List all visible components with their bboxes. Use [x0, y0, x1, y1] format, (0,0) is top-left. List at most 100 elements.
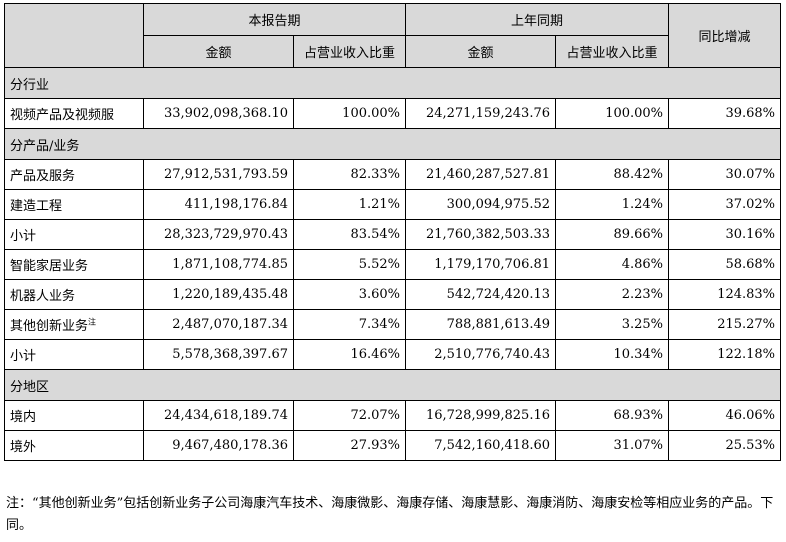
row-label: 境外 [10, 440, 37, 455]
current-amount: 9,467,480,178.36 [143, 430, 294, 461]
current-share: 3.60% [292, 279, 407, 310]
prior-amount: 21,460,287,527.81 [405, 159, 557, 190]
header-current-period: 本报告期 [142, 3, 407, 36]
current-share: 5.52% [292, 249, 407, 280]
section-row: 分地区 [3, 369, 782, 401]
row-label: 智能家居业务 [10, 259, 89, 274]
section-title: 分产品/业务 [3, 128, 782, 160]
row-label: 其他创新业务 [10, 319, 89, 334]
current-share: 82.33% [292, 159, 407, 190]
table-row: 境外 9,467,480,178.36 27.93% 7,542,160,418.60… [4, 430, 782, 461]
prior-amount: 7,542,160,418.60 [405, 430, 557, 461]
table-row: 机器人业务 1,220,189,435.48 3.60% 542,724,420.13… [4, 279, 782, 310]
yoy-change: 37.02% [668, 189, 782, 220]
current-amount: 2,487,070,187.34 [143, 309, 294, 340]
prior-share: 31.07% [555, 430, 670, 461]
yoy-change: 30.07% [668, 159, 782, 190]
table-row: 智能家居业务 1,871,108,774.85 5.52% 1,179,170,706… [4, 249, 782, 280]
prior-amount: 21,760,382,503.33 [405, 219, 557, 250]
row-label-cell: 小计 [4, 219, 144, 250]
row-label-cell: 境内 [4, 400, 144, 431]
row-label: 境内 [10, 410, 37, 425]
prior-amount: 300,094,975.52 [405, 189, 557, 220]
table-row: 小计 5,578,368,397.67 16.46% 2,510,776,740.43… [4, 339, 782, 370]
section-row: 分行业 [3, 67, 782, 99]
current-amount: 1,220,189,435.48 [143, 279, 294, 310]
prior-share: 88.42% [555, 159, 670, 190]
row-label: 建造工程 [10, 199, 63, 214]
footnote-marker: 注 [88, 317, 97, 327]
yoy-change: 30.16% [668, 219, 782, 250]
row-label-cell: 境外 [4, 430, 144, 461]
current-amount: 27,912,531,793.59 [143, 159, 294, 190]
table-row: 建造工程 411,198,176.84 1.21% 300,094,975.52 1.2… [4, 189, 782, 220]
current-amount: 411,198,176.84 [143, 189, 294, 220]
row-label: 小计 [10, 349, 37, 364]
section-title: 分地区 [3, 369, 782, 401]
table-row: 小计 28,323,729,970.43 83.54% 21,760,382,503.… [4, 219, 782, 250]
header-corner-cell [4, 3, 144, 68]
current-amount: 5,578,368,397.67 [143, 339, 294, 370]
prior-share: 3.25% [555, 309, 670, 340]
header-current-share: 占营业收入比重 [292, 35, 407, 68]
current-amount: 1,871,108,774.85 [143, 249, 294, 280]
header-prior-period: 上年同期 [405, 3, 670, 36]
prior-share: 1.24% [555, 189, 670, 220]
table-body: 本报告期 上年同期 同比增减 金额 占营业收入比重 金额 占营业收入比重 分行业… [3, 3, 782, 461]
yoy-change: 46.06% [668, 400, 782, 431]
section-title: 分行业 [3, 67, 782, 99]
yoy-change: 215.27% [668, 309, 782, 340]
row-label: 机器人业务 [10, 289, 76, 304]
current-share: 7.34% [292, 309, 407, 340]
header-current-amount: 金额 [143, 35, 294, 68]
current-share: 1.21% [292, 189, 407, 220]
yoy-change: 39.68% [668, 98, 782, 129]
current-share: 100.00% [292, 98, 407, 129]
prior-share: 89.66% [555, 219, 670, 250]
row-label-cell: 智能家居业务 [4, 249, 144, 280]
revenue-composition-table: 本报告期 上年同期 同比增减 金额 占营业收入比重 金额 占营业收入比重 分行业… [3, 3, 782, 461]
prior-amount: 788,881,613.49 [405, 309, 557, 340]
table-row: 境内 24,434,618,189.74 72.07% 16,728,999,825.… [4, 400, 782, 431]
prior-amount: 1,179,170,706.81 [405, 249, 557, 280]
table-footnote: 注：“其他创新业务”包括创新业务子公司海康汽车技术、海康微影、海康存储、海康慧影… [6, 496, 774, 533]
prior-amount: 16,728,999,825.16 [405, 400, 557, 431]
yoy-change: 25.53% [668, 430, 782, 461]
current-amount: 28,323,729,970.43 [143, 219, 294, 250]
row-label-cell: 其他创新业务注 [4, 309, 144, 340]
row-label: 视频产品及视频服 [10, 108, 115, 123]
prior-amount: 2,510,776,740.43 [405, 339, 557, 370]
prior-share: 100.00% [555, 98, 670, 129]
row-label: 小计 [10, 229, 37, 244]
current-share: 16.46% [292, 339, 407, 370]
current-share: 72.07% [292, 400, 407, 431]
row-label-cell: 机器人业务 [4, 279, 144, 310]
header-prior-share: 占营业收入比重 [555, 35, 670, 68]
row-label: 产品及服务 [10, 169, 76, 184]
header-row-2: 金额 占营业收入比重 金额 占营业收入比重 [5, 35, 781, 68]
table-row: 产品及服务 27,912,531,793.59 82.33% 21,460,287,5… [4, 159, 782, 190]
prior-share: 4.86% [555, 249, 670, 280]
header-yoy-change: 同比增减 [668, 3, 782, 68]
yoy-change: 58.68% [668, 249, 782, 280]
prior-share: 10.34% [555, 339, 670, 370]
yoy-change: 122.18% [668, 339, 782, 370]
prior-share: 2.23% [555, 279, 670, 310]
row-label-cell: 建造工程 [4, 189, 144, 220]
row-label-cell: 小计 [4, 339, 144, 370]
table-row: 其他创新业务注 2,487,070,187.34 7.34% 788,881,613.… [4, 309, 782, 340]
current-amount: 24,434,618,189.74 [143, 400, 294, 431]
row-label-cell: 产品及服务 [4, 159, 144, 190]
row-label-cell: 视频产品及视频服 [4, 98, 144, 129]
current-share: 27.93% [292, 430, 407, 461]
header-row-1: 本报告期 上年同期 同比增减 [4, 3, 782, 68]
yoy-change: 124.83% [668, 279, 782, 310]
prior-amount: 542,724,420.13 [405, 279, 557, 310]
table-row: 视频产品及视频服 33,902,098,368.10 100.00% 24,271,1… [4, 98, 782, 129]
section-row: 分产品/业务 [3, 128, 782, 160]
prior-amount: 24,271,159,243.76 [405, 98, 557, 129]
current-amount: 33,902,098,368.10 [143, 98, 294, 129]
current-share: 83.54% [292, 219, 407, 250]
header-prior-amount: 金额 [405, 35, 557, 68]
prior-share: 68.93% [555, 400, 670, 431]
